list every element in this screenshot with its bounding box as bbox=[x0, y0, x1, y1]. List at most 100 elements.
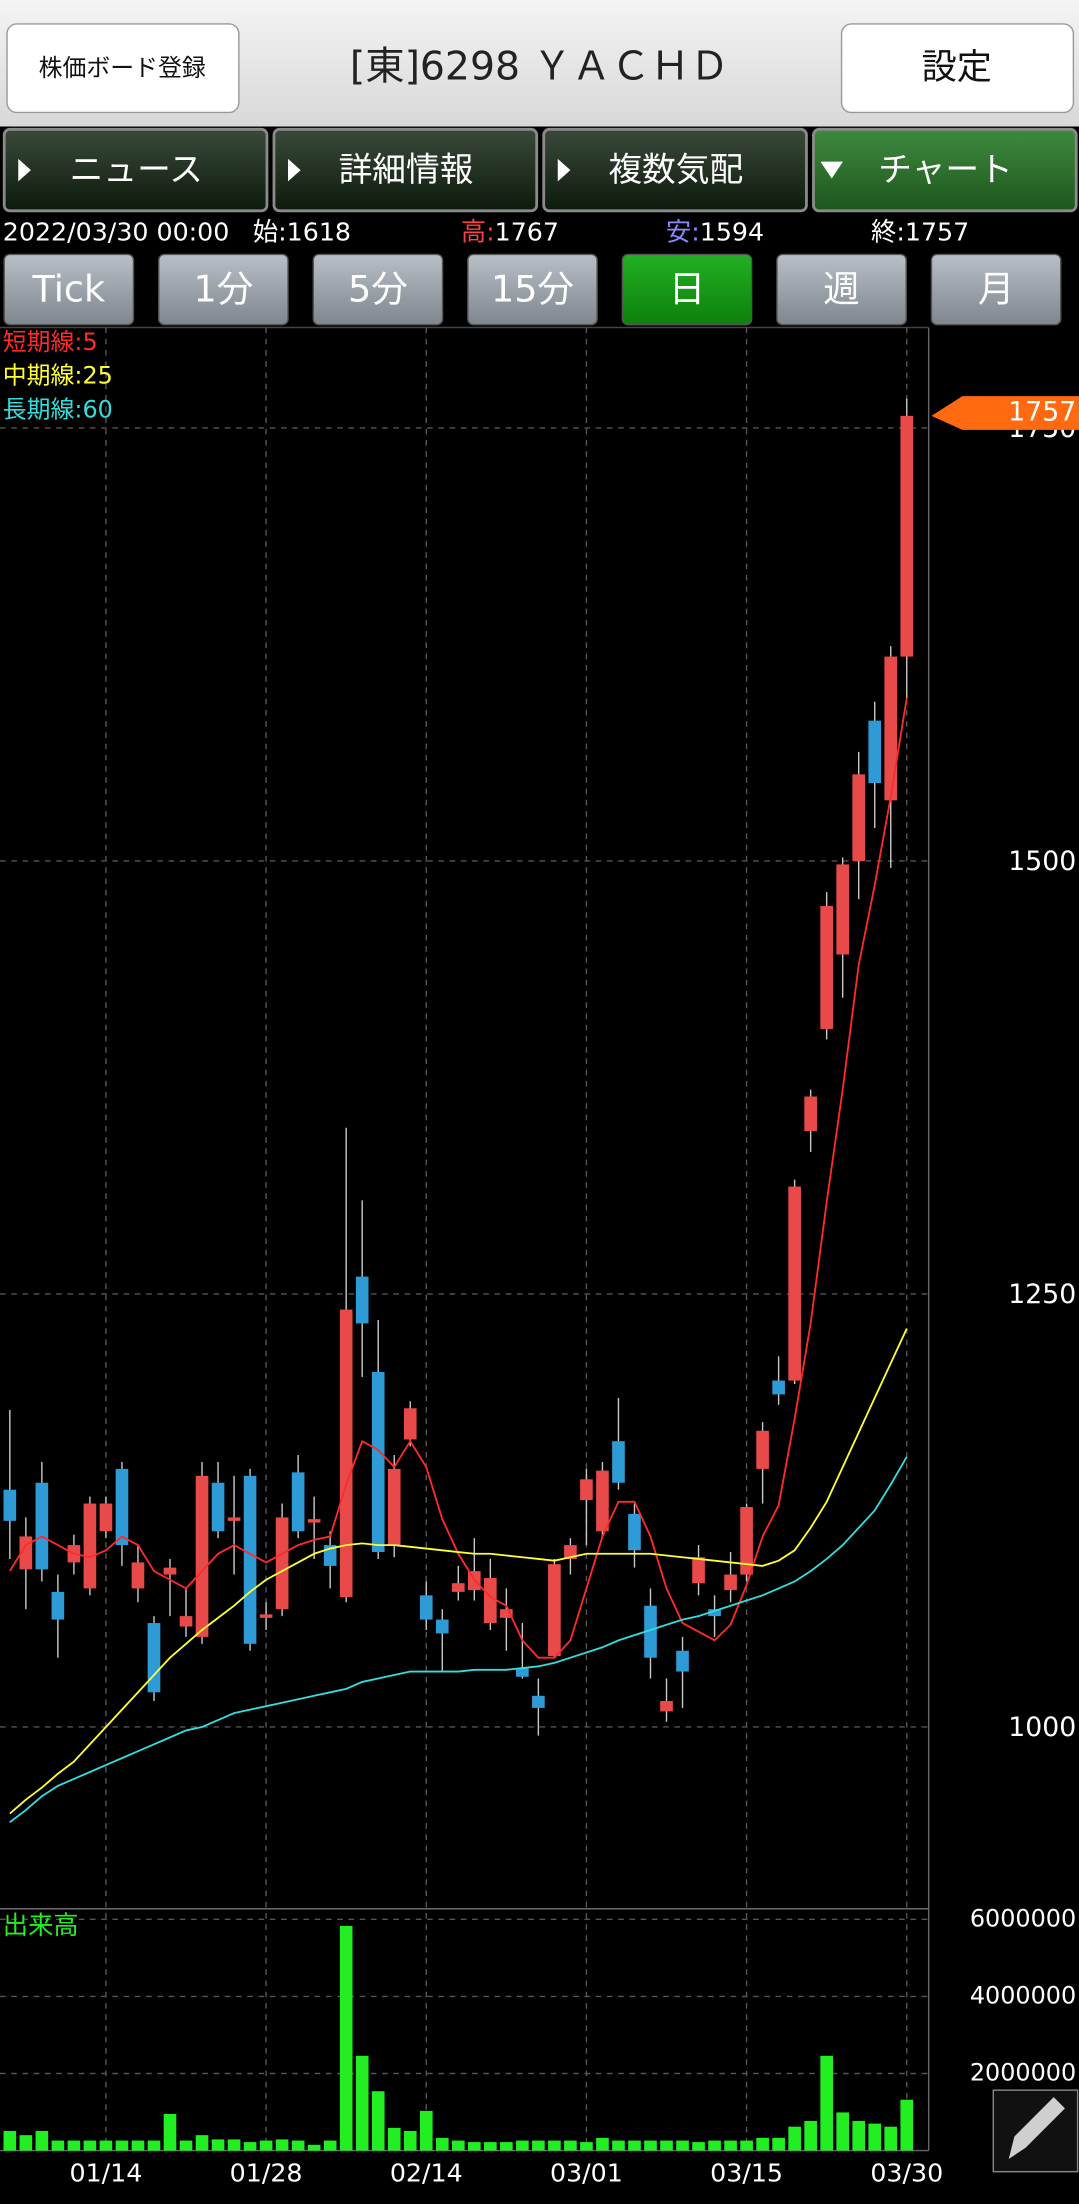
period-button[interactable] bbox=[776, 253, 907, 326]
tab[interactable] bbox=[272, 127, 539, 213]
tab-label[interactable]: 複数気配 bbox=[608, 150, 743, 189]
page-title: [東]6298 ＹＡＣＨＤ bbox=[350, 43, 729, 89]
candle-body bbox=[403, 1408, 417, 1440]
register-button[interactable] bbox=[6, 23, 240, 114]
volume-bar bbox=[467, 2142, 481, 2151]
candle-body bbox=[179, 1616, 193, 1627]
info-high-label: 高: bbox=[461, 217, 495, 246]
candle-body bbox=[740, 1506, 753, 1575]
pencil-icon[interactable] bbox=[1008, 2097, 1065, 2160]
volume-bar bbox=[387, 2127, 401, 2151]
x-tick-label: 01/28 bbox=[230, 2158, 303, 2187]
volume-bar bbox=[532, 2140, 545, 2151]
period-button[interactable] bbox=[621, 253, 753, 326]
info-open-label: 始: bbox=[253, 217, 287, 246]
volume-bar bbox=[484, 2142, 497, 2151]
period-label[interactable]: 15分 bbox=[491, 267, 574, 310]
candle-body bbox=[451, 1583, 465, 1592]
period-button[interactable] bbox=[930, 253, 1062, 326]
x-tick-label: 03/15 bbox=[710, 2158, 783, 2187]
period-button[interactable] bbox=[158, 253, 289, 326]
volume-bar bbox=[227, 2139, 241, 2151]
volume-bar bbox=[403, 2130, 417, 2151]
candle-body bbox=[852, 774, 866, 861]
y-tick-label: 1250 bbox=[1008, 1279, 1076, 1310]
settings-label[interactable]: 設定 bbox=[922, 47, 992, 88]
volume-bar bbox=[99, 2140, 113, 2151]
settings-button[interactable] bbox=[840, 23, 1075, 114]
period-label[interactable]: 月 bbox=[978, 267, 1015, 310]
candle-body bbox=[163, 1567, 177, 1575]
tab[interactable] bbox=[2, 127, 269, 213]
candle-body bbox=[355, 1276, 369, 1324]
volume-bar bbox=[884, 2126, 898, 2151]
volume-tick-label: 2000000 bbox=[970, 2059, 1076, 2087]
volume-bar bbox=[596, 2137, 609, 2151]
period-button[interactable] bbox=[467, 253, 598, 326]
candle-body bbox=[884, 656, 898, 801]
info-datetime: 2022/03/30 00:00 bbox=[3, 217, 230, 246]
volume-bar bbox=[788, 2126, 801, 2151]
volume-bar bbox=[371, 2091, 385, 2151]
volume-bar bbox=[435, 2137, 449, 2151]
candle-body bbox=[804, 1096, 817, 1132]
period-label[interactable]: 日 bbox=[669, 267, 706, 310]
tab-bar: ニュース 詳細情報 複数気配 チャート bbox=[2, 127, 1078, 213]
volume-bar bbox=[804, 2120, 817, 2151]
volume-bar bbox=[243, 2142, 257, 2151]
volume-bar bbox=[564, 2140, 577, 2151]
tab-label[interactable]: チャート bbox=[878, 150, 1013, 189]
period-label[interactable]: 週 bbox=[823, 267, 860, 310]
tab[interactable] bbox=[542, 127, 808, 213]
candle-body bbox=[900, 415, 914, 657]
candle-body bbox=[532, 1695, 545, 1708]
register-label[interactable]: 株価ボード登録 bbox=[39, 54, 206, 82]
period-button[interactable] bbox=[312, 253, 444, 326]
candle-body bbox=[211, 1482, 225, 1532]
volume-label: 出来高 bbox=[3, 1911, 79, 1940]
candle-body bbox=[99, 1503, 113, 1532]
period-label[interactable]: Tick bbox=[32, 267, 106, 310]
tab-arrow[interactable] bbox=[820, 161, 843, 179]
period-button[interactable] bbox=[3, 253, 135, 326]
info-open-value: 1618 bbox=[287, 217, 351, 246]
info-low-value: 1594 bbox=[700, 217, 764, 246]
volume-bar bbox=[644, 2140, 657, 2151]
edit-button[interactable] bbox=[992, 2089, 1079, 2173]
period-label[interactable]: 1分 bbox=[194, 267, 254, 310]
candle-body bbox=[724, 1574, 737, 1591]
info-line: 2022/03/30 00:00 始:1618 高:1767 安:1594 終:… bbox=[3, 217, 969, 246]
x-tick-label: 03/30 bbox=[870, 2158, 943, 2187]
candle-body bbox=[51, 1591, 65, 1620]
period-label[interactable]: 5分 bbox=[348, 267, 408, 310]
volume-bar bbox=[179, 2140, 193, 2151]
volume-bar bbox=[259, 2140, 273, 2151]
x-tick-label: 03/01 bbox=[550, 2158, 623, 2187]
candle-body bbox=[676, 1650, 689, 1672]
tab-label[interactable]: 詳細情報 bbox=[339, 150, 474, 189]
tab[interactable] bbox=[812, 127, 1078, 213]
candle-body bbox=[788, 1186, 801, 1381]
volume-bar bbox=[900, 2099, 914, 2151]
candle-body bbox=[660, 1700, 673, 1712]
tab-arrow[interactable] bbox=[557, 158, 571, 182]
tab-arrow[interactable] bbox=[18, 158, 31, 182]
volume-bar bbox=[836, 2112, 850, 2151]
period-bar: Tick 1分 5分 15分 日 週 月 bbox=[3, 253, 1062, 326]
volume-bar bbox=[516, 2140, 529, 2151]
volume-bar bbox=[323, 2140, 337, 2151]
volume-bar bbox=[307, 2144, 321, 2151]
info-high-value: 1767 bbox=[495, 217, 559, 246]
tab-label[interactable]: ニュース bbox=[70, 150, 203, 189]
volume-bar bbox=[708, 2140, 721, 2151]
x-tick-label: 02/14 bbox=[390, 2158, 463, 2187]
volume-bar bbox=[500, 2142, 513, 2151]
candle-body bbox=[596, 1470, 609, 1532]
volume-bar bbox=[19, 2135, 33, 2151]
volume-bar bbox=[67, 2140, 81, 2151]
info-close-value: 1757 bbox=[905, 217, 969, 246]
tab-arrow[interactable] bbox=[288, 158, 301, 182]
candle-body bbox=[291, 1472, 305, 1532]
